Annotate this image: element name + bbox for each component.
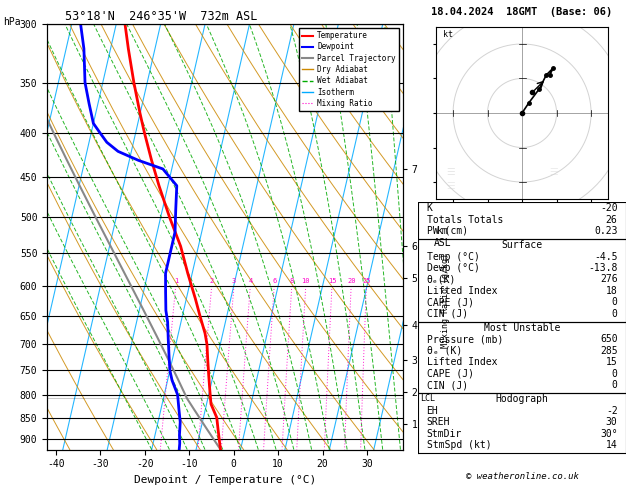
Text: 25: 25 bbox=[362, 278, 370, 284]
Text: 0: 0 bbox=[611, 297, 618, 307]
Text: ☰: ☰ bbox=[550, 167, 559, 177]
Text: 6: 6 bbox=[272, 278, 277, 284]
Text: hPa: hPa bbox=[3, 17, 21, 27]
Text: 276: 276 bbox=[600, 275, 618, 284]
Text: 53°18'N  246°35'W  732m ASL: 53°18'N 246°35'W 732m ASL bbox=[65, 10, 257, 23]
Text: Lifted Index: Lifted Index bbox=[426, 357, 497, 367]
Text: 10: 10 bbox=[302, 278, 310, 284]
Text: 18: 18 bbox=[606, 286, 618, 296]
Text: PW (cm): PW (cm) bbox=[426, 226, 468, 236]
Text: 0: 0 bbox=[611, 309, 618, 319]
Text: Temp (°C): Temp (°C) bbox=[426, 252, 479, 261]
Text: Dewp (°C): Dewp (°C) bbox=[426, 263, 479, 273]
Text: -2: -2 bbox=[606, 406, 618, 416]
Text: 15: 15 bbox=[606, 357, 618, 367]
Text: 18.04.2024  18GMT  (Base: 06): 18.04.2024 18GMT (Base: 06) bbox=[431, 7, 613, 17]
Text: 15: 15 bbox=[328, 278, 337, 284]
Text: 3: 3 bbox=[232, 278, 237, 284]
Text: θₑ (K): θₑ (K) bbox=[426, 346, 462, 356]
Text: Surface: Surface bbox=[501, 240, 543, 250]
Text: 8: 8 bbox=[290, 278, 294, 284]
Text: 1: 1 bbox=[174, 278, 178, 284]
Text: 4: 4 bbox=[248, 278, 253, 284]
Text: Totals Totals: Totals Totals bbox=[426, 214, 503, 225]
Text: 650: 650 bbox=[600, 334, 618, 345]
Text: LCL: LCL bbox=[420, 394, 435, 403]
X-axis label: Dewpoint / Temperature (°C): Dewpoint / Temperature (°C) bbox=[134, 475, 316, 485]
Text: 26: 26 bbox=[606, 214, 618, 225]
Text: 30: 30 bbox=[606, 417, 618, 427]
Text: SREH: SREH bbox=[426, 417, 450, 427]
Text: 20: 20 bbox=[347, 278, 355, 284]
Text: K: K bbox=[426, 203, 433, 213]
Text: 2: 2 bbox=[209, 278, 214, 284]
Text: kt: kt bbox=[443, 30, 453, 39]
Text: StmSpd (kt): StmSpd (kt) bbox=[426, 440, 491, 450]
Text: CAPE (J): CAPE (J) bbox=[426, 297, 474, 307]
Text: θₑ(K): θₑ(K) bbox=[426, 275, 456, 284]
Y-axis label: km
ASL: km ASL bbox=[433, 226, 451, 248]
Text: StmDir: StmDir bbox=[426, 429, 462, 439]
Text: 285: 285 bbox=[600, 346, 618, 356]
Text: ☰: ☰ bbox=[446, 167, 455, 177]
Text: -4.5: -4.5 bbox=[594, 252, 618, 261]
Text: Most Unstable: Most Unstable bbox=[484, 323, 560, 333]
Text: -13.8: -13.8 bbox=[588, 263, 618, 273]
Text: 30°: 30° bbox=[600, 429, 618, 439]
Text: © weatheronline.co.uk: © weatheronline.co.uk bbox=[465, 472, 579, 481]
Text: 14: 14 bbox=[606, 440, 618, 450]
Text: EH: EH bbox=[426, 406, 438, 416]
Text: Pressure (mb): Pressure (mb) bbox=[426, 334, 503, 345]
Text: ☰: ☰ bbox=[446, 181, 455, 191]
Text: Hodograph: Hodograph bbox=[496, 394, 548, 404]
Text: 0: 0 bbox=[611, 380, 618, 390]
Legend: Temperature, Dewpoint, Parcel Trajectory, Dry Adiabat, Wet Adiabat, Isotherm, Mi: Temperature, Dewpoint, Parcel Trajectory… bbox=[299, 28, 399, 111]
Text: -20: -20 bbox=[600, 203, 618, 213]
Text: CIN (J): CIN (J) bbox=[426, 309, 468, 319]
Text: 0: 0 bbox=[611, 369, 618, 379]
Text: CAPE (J): CAPE (J) bbox=[426, 369, 474, 379]
Text: Lifted Index: Lifted Index bbox=[426, 286, 497, 296]
Text: CIN (J): CIN (J) bbox=[426, 380, 468, 390]
Text: 0.23: 0.23 bbox=[594, 226, 618, 236]
Text: Mixing Ratio (g/kg): Mixing Ratio (g/kg) bbox=[441, 253, 450, 348]
